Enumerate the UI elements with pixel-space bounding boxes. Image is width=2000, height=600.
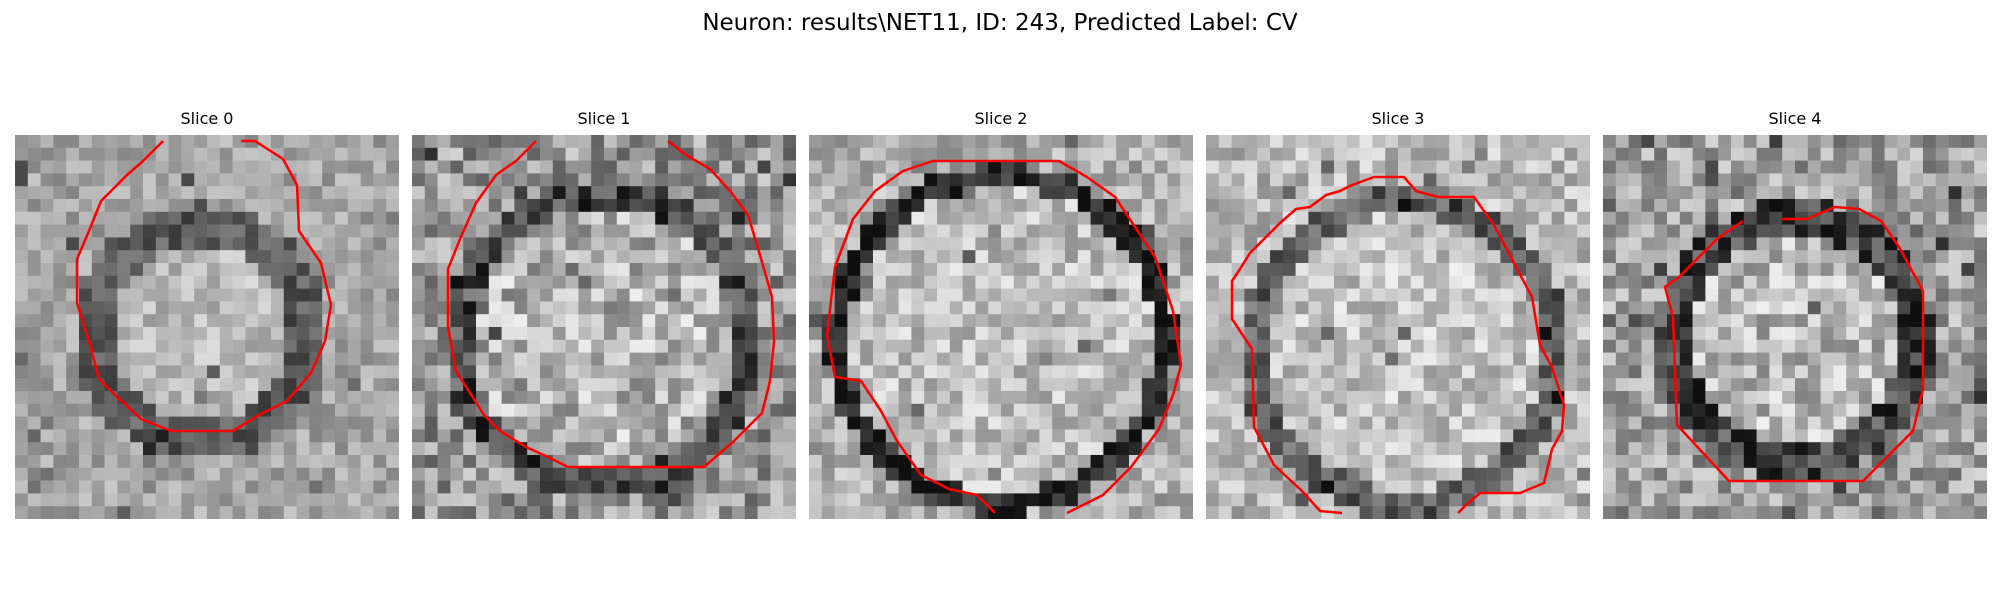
segmentation-contour-4 — [1663, 205, 1925, 483]
slice-pixels-1 — [412, 135, 796, 519]
slice-title-4: Slice 4 — [1768, 109, 1822, 128]
slice-panel-3: Slice 3 — [1206, 108, 1590, 522]
slice-title-1: Slice 1 — [577, 109, 631, 128]
slice-pixels-2 — [809, 135, 1193, 519]
slice-image-0 — [15, 135, 399, 519]
slice-panel-2: Slice 2 — [809, 108, 1193, 522]
slice-image-3 — [1206, 135, 1590, 519]
slice-panel-4: Slice 4 — [1603, 108, 1987, 522]
slice-title-3: Slice 3 — [1371, 109, 1425, 128]
segmentation-contour-2 — [825, 159, 1183, 515]
segmentation-contour-0 — [75, 139, 333, 433]
slice-pixels-3 — [1206, 135, 1590, 519]
slice-panel-1: Slice 1 — [412, 108, 796, 522]
slice-title-0: Slice 0 — [180, 109, 234, 128]
figure-title: Neuron: results\NET11, ID: 243, Predicte… — [702, 10, 1298, 36]
slice-pixels-4 — [1603, 135, 1987, 519]
slice-title-2: Slice 2 — [974, 109, 1028, 128]
slice-image-4 — [1603, 135, 1987, 519]
slice-image-2 — [809, 135, 1193, 519]
slice-panel-0: Slice 0 — [15, 108, 399, 522]
slice-pixels-0 — [15, 135, 399, 519]
slice-image-1 — [412, 135, 796, 519]
segmentation-contour-3 — [1230, 175, 1566, 515]
segmentation-contour-1 — [446, 140, 776, 469]
